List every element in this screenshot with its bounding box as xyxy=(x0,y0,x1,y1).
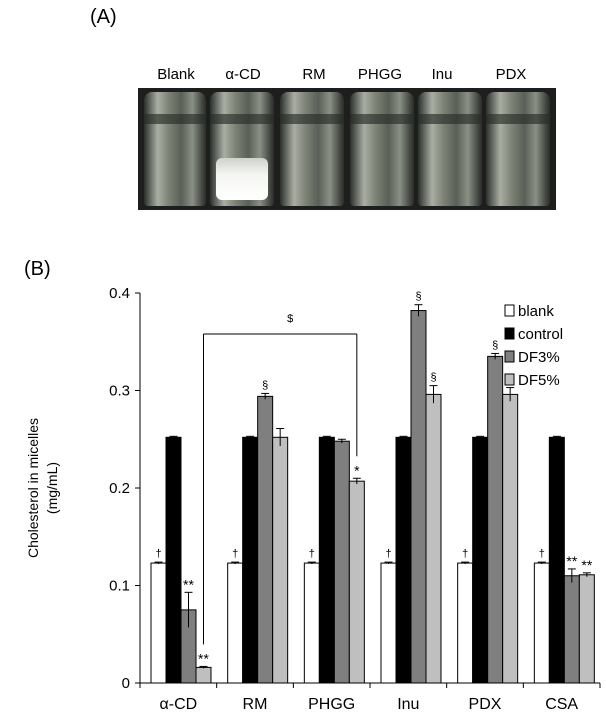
significance-mark: † xyxy=(309,548,315,560)
bar-1-0 xyxy=(165,436,182,684)
bar-3-4 xyxy=(502,393,519,684)
bar-2-1 xyxy=(257,395,274,684)
y-tick-label: 0.3 xyxy=(109,383,130,400)
vial-pdx xyxy=(486,92,550,206)
vials-photo xyxy=(138,88,556,210)
legend-swatch xyxy=(504,350,515,363)
y-axis-title-units: (mg/mL) xyxy=(44,462,60,514)
significance-mark: § xyxy=(430,372,436,384)
bar-3-3 xyxy=(425,393,442,684)
precipitate xyxy=(216,158,268,200)
legend-swatch xyxy=(504,327,515,340)
x-tick-label: CSA xyxy=(545,696,578,713)
bar-3-1 xyxy=(272,436,289,684)
bar-0-2 xyxy=(303,562,320,684)
significance-mark: ** xyxy=(581,557,592,573)
significance-mark: * xyxy=(354,462,360,478)
x-tick-label: α-CD xyxy=(159,696,197,713)
significance-mark: ** xyxy=(198,650,209,666)
panel-a-label: (A) xyxy=(90,6,117,28)
x-tick-label: PDX xyxy=(469,696,502,713)
significance-mark: ** xyxy=(183,576,194,592)
vial-rm xyxy=(280,92,344,206)
bar-1-3 xyxy=(395,436,412,684)
significance-mark: † xyxy=(385,548,391,560)
bar-2-4 xyxy=(487,355,504,684)
y-tick-label: 0 xyxy=(122,675,130,692)
x-tick-label: RM xyxy=(243,696,268,713)
bar-0-4 xyxy=(457,562,474,684)
x-tick-label: PHGG xyxy=(308,696,355,713)
legend-label: DF5% xyxy=(518,372,560,389)
significance-mark: ** xyxy=(566,553,577,569)
bar-1-4 xyxy=(472,436,489,684)
bar-0-5 xyxy=(533,562,550,684)
vial-label-pdx: PDX xyxy=(495,66,527,83)
vial-label-alpha-cd: α-CD xyxy=(225,66,261,83)
bracket-label: $ xyxy=(287,313,293,325)
bar-1-2 xyxy=(318,436,335,684)
bar-2-3 xyxy=(410,310,427,684)
bar-0-3 xyxy=(380,562,397,684)
vial-label-blank: Blank xyxy=(157,66,195,83)
bar-1-5 xyxy=(548,436,565,684)
significance-mark: § xyxy=(492,339,498,351)
bar-3-0 xyxy=(195,666,212,684)
y-tick-label: 0.1 xyxy=(109,578,130,595)
x-tick-label: Inu xyxy=(397,696,419,713)
bar-2-2 xyxy=(333,440,350,684)
significance-mark: † xyxy=(462,548,468,560)
legend-label: DF3% xyxy=(518,349,560,366)
bar-3-5 xyxy=(578,574,595,684)
vial-alpha-cd xyxy=(210,92,274,206)
bar-0-0 xyxy=(150,562,167,684)
vial-phgg xyxy=(350,92,414,206)
vial-label-rm: RM xyxy=(302,66,326,83)
vial-label-phgg: PHGG xyxy=(357,66,403,83)
significance-mark: † xyxy=(539,548,545,560)
significance-mark: § xyxy=(415,291,421,303)
significance-mark: † xyxy=(155,548,161,560)
legend-swatch xyxy=(504,304,515,317)
bar-0-1 xyxy=(227,562,244,684)
legend-swatch xyxy=(504,373,515,386)
significance-mark: § xyxy=(262,379,268,391)
y-tick-label: 0.2 xyxy=(109,480,130,497)
legend-label: blank xyxy=(518,303,554,320)
vial-inu xyxy=(418,92,482,206)
bar-2-5 xyxy=(563,575,580,684)
panel-b-label: (B) xyxy=(24,258,51,280)
y-tick-label: 0.4 xyxy=(109,285,130,302)
bar-3-2 xyxy=(348,480,365,684)
bar-1-1 xyxy=(242,436,259,684)
legend-label: control xyxy=(518,326,563,343)
y-axis-title: Cholesterol in micelles xyxy=(25,418,41,558)
vial-blank xyxy=(144,92,206,206)
vial-label-inu: Inu xyxy=(431,66,453,83)
significance-mark: † xyxy=(232,548,238,560)
